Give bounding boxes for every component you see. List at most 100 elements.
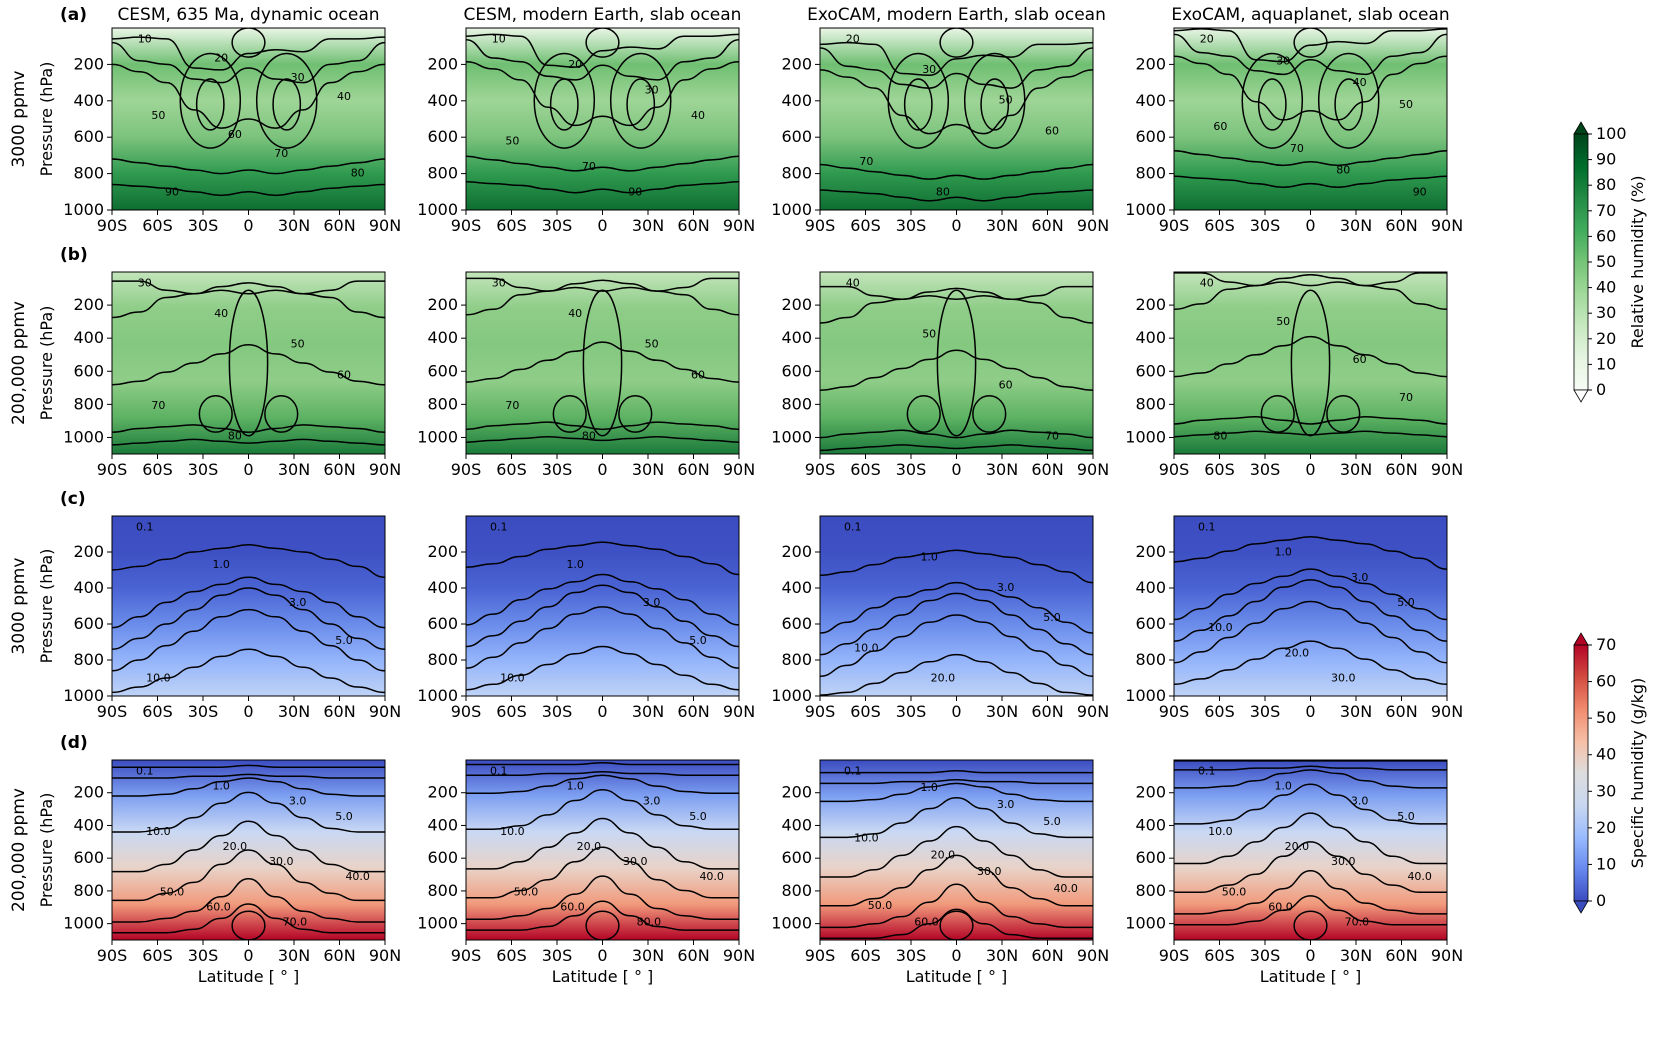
contour-line bbox=[820, 770, 1093, 774]
contour-label: 30 bbox=[922, 63, 936, 76]
contour-line bbox=[466, 584, 739, 648]
x-tick-label: 90N bbox=[723, 702, 755, 721]
contour-line bbox=[112, 183, 385, 197]
contour-group: 30 40 50 60 70 80 bbox=[466, 277, 739, 443]
contour-line bbox=[466, 573, 739, 626]
contour-line bbox=[466, 875, 739, 921]
contour-loop bbox=[903, 78, 933, 131]
y-tick-label: 1000 bbox=[1125, 427, 1166, 446]
x-tick-label: 90N bbox=[369, 946, 401, 965]
contour-loop bbox=[1290, 289, 1331, 437]
y-tick-label: 200 bbox=[73, 783, 104, 802]
contour-loop bbox=[533, 52, 596, 149]
y-tick-label: 200 bbox=[73, 54, 104, 73]
contour-label: 30 bbox=[645, 84, 659, 97]
y-tick-label: 400 bbox=[73, 328, 104, 347]
contour-line bbox=[1174, 430, 1447, 438]
y-tick-label: 400 bbox=[427, 578, 458, 597]
y-tick-label: 800 bbox=[1135, 881, 1166, 900]
x-tick-label: 0 bbox=[1305, 946, 1315, 965]
x-tick-label: 90S bbox=[451, 216, 482, 235]
contour-label: 70 bbox=[1045, 429, 1059, 442]
contour-line bbox=[820, 592, 1093, 656]
x-tick-label: 30N bbox=[278, 216, 310, 235]
x-tick-label: 90N bbox=[1431, 460, 1463, 479]
x-tick-label: 60S bbox=[142, 216, 173, 235]
contour-label: 70 bbox=[582, 160, 596, 173]
contour-line bbox=[466, 900, 739, 931]
panel-field bbox=[112, 272, 385, 454]
contour-line bbox=[466, 39, 739, 81]
contour-label: 1.0 bbox=[566, 558, 584, 571]
contour-loop bbox=[1334, 78, 1364, 131]
contour-line bbox=[1174, 869, 1447, 915]
contour-line bbox=[1174, 281, 1447, 311]
contour-label: 20.0 bbox=[931, 848, 956, 861]
y-tick-label: 1000 bbox=[417, 200, 458, 219]
contour-label: 60.0 bbox=[560, 900, 585, 913]
x-tick-label: 90N bbox=[723, 460, 755, 479]
contour-label: 50 bbox=[505, 134, 519, 147]
x-tick-label: 30N bbox=[1340, 946, 1372, 965]
contour-line bbox=[820, 294, 1093, 324]
y-tick-label: 1000 bbox=[1125, 914, 1166, 933]
x-tick-label: 0 bbox=[243, 702, 253, 721]
colorbar-label: Specific humidity (g/kg) bbox=[1628, 678, 1647, 869]
y-tick-label: 600 bbox=[1135, 614, 1166, 633]
contour-label: 5.0 bbox=[689, 810, 707, 823]
contour-label: 40 bbox=[214, 307, 228, 320]
x-tick-label: 30N bbox=[986, 946, 1018, 965]
panel-b-4: 40 50 60 70 80 90S 60S 30S 0 30N 60N 90N 200 400 600 80… bbox=[1125, 271, 1463, 479]
x-tick-label: 90N bbox=[723, 216, 755, 235]
x-tick-label: 60N bbox=[677, 702, 709, 721]
x-tick-label: 60S bbox=[850, 702, 881, 721]
x-tick-label: 90N bbox=[1431, 702, 1463, 721]
x-tick-label: 60N bbox=[323, 946, 355, 965]
x-tick-label: 90S bbox=[805, 216, 836, 235]
contour-line bbox=[820, 825, 1093, 878]
contour-label: 50.0 bbox=[1222, 885, 1247, 898]
x-tick-label: 0 bbox=[597, 460, 607, 479]
contour-label: 0.1 bbox=[490, 764, 508, 777]
x-tick-label: 60S bbox=[1204, 946, 1235, 965]
contour-loop bbox=[1257, 78, 1287, 131]
contour-line bbox=[820, 549, 1093, 584]
colorbar-tick-label: 20 bbox=[1596, 818, 1616, 837]
contour-label: 0.1 bbox=[844, 520, 862, 533]
contour-line bbox=[1174, 55, 1447, 121]
contour-label: 40.0 bbox=[1053, 882, 1078, 895]
colorbar-tick-label: 80 bbox=[1596, 175, 1616, 194]
panel-field bbox=[820, 516, 1093, 696]
contour-label: 50 bbox=[1276, 315, 1290, 328]
y-tick-label: 200 bbox=[781, 783, 812, 802]
contour-loop bbox=[552, 395, 587, 433]
contour-loop bbox=[179, 52, 242, 149]
x-tick-label: 30S bbox=[542, 702, 573, 721]
contour-line bbox=[1174, 335, 1447, 378]
contour-label: 0.1 bbox=[490, 520, 508, 533]
contour-loop bbox=[1241, 52, 1304, 149]
x-tick-label: 90N bbox=[1077, 702, 1109, 721]
x-tick-label: 60N bbox=[323, 702, 355, 721]
row-label: (a) bbox=[60, 5, 87, 25]
x-tick-label: 90S bbox=[451, 702, 482, 721]
contour-loop bbox=[1293, 28, 1328, 58]
y-tick-label: 1000 bbox=[63, 200, 104, 219]
contour-line bbox=[466, 435, 739, 443]
contour-label: 50.0 bbox=[514, 885, 539, 898]
contour-line bbox=[1174, 769, 1447, 789]
colorbar-tick-label: 70 bbox=[1596, 201, 1616, 220]
y-tick-label: 800 bbox=[781, 650, 812, 669]
contour-line bbox=[820, 581, 1093, 634]
contour-label: 10.0 bbox=[854, 832, 879, 845]
column-title: ExoCAM, aquaplanet, slab ocean bbox=[1171, 5, 1449, 25]
x-tick-label: 30N bbox=[1340, 702, 1372, 721]
panel-field bbox=[820, 272, 1093, 454]
x-axis-label: Latitude [ ° ] bbox=[552, 967, 654, 986]
contour-loop bbox=[609, 52, 672, 149]
y-tick-label: 200 bbox=[781, 295, 812, 314]
y-tick-label: 800 bbox=[781, 881, 812, 900]
contour-label: 1.0 bbox=[566, 780, 584, 793]
contour-line bbox=[1174, 640, 1447, 686]
contour-label: 20 bbox=[568, 58, 582, 71]
